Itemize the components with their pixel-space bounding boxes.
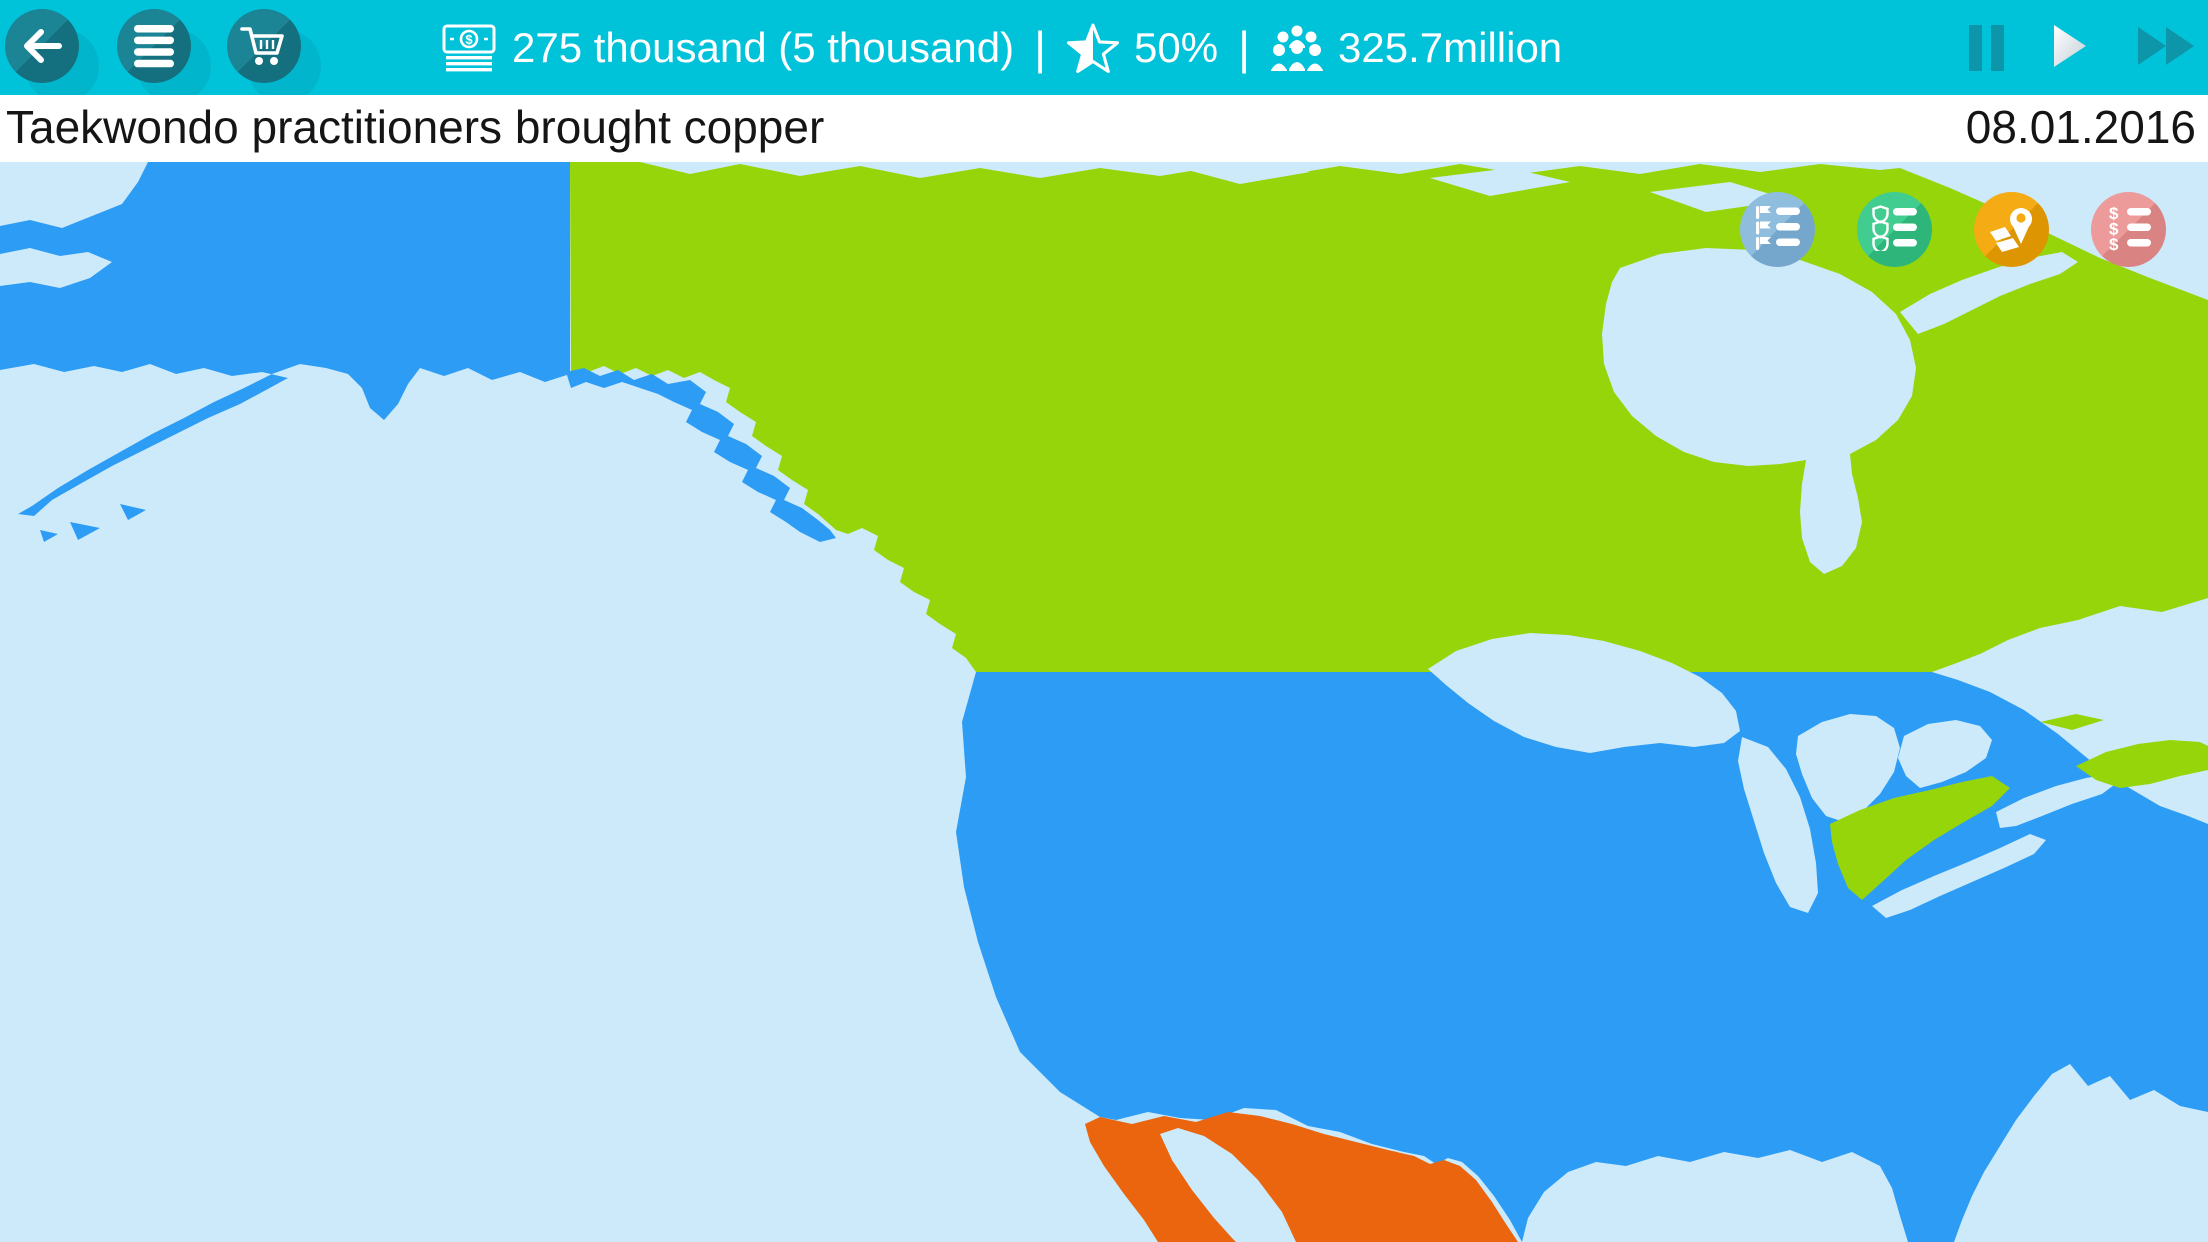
georgian-bay bbox=[1898, 720, 1992, 788]
play-button[interactable] bbox=[2052, 23, 2088, 72]
alaska-island bbox=[70, 522, 100, 540]
shield-list-icon bbox=[1871, 205, 1918, 254]
region-southern-ontario[interactable] bbox=[1830, 776, 2010, 900]
people-group-icon bbox=[1270, 24, 1324, 72]
country-mexico[interactable] bbox=[1085, 1112, 1518, 1242]
svg-text:$: $ bbox=[2109, 220, 2119, 239]
lake-michigan bbox=[1738, 737, 1818, 913]
alaska-island bbox=[120, 504, 146, 520]
banknote-stack-icon: $ bbox=[440, 24, 498, 72]
back-button[interactable] bbox=[5, 9, 79, 83]
cart-button[interactable] bbox=[227, 9, 301, 83]
top-bar: $ 275 thousand (5 thousand) | 50% | 325.… bbox=[0, 0, 2208, 95]
alaska-island bbox=[40, 530, 58, 542]
arrow-left-icon bbox=[18, 22, 66, 70]
population-value: 325.7million bbox=[1338, 23, 1563, 71]
alaska-panhandle bbox=[566, 368, 836, 542]
arctic-channel bbox=[1430, 168, 1570, 196]
hamburger-icon bbox=[132, 22, 176, 70]
map-regions-button[interactable] bbox=[1974, 192, 2049, 267]
fast-forward-icon bbox=[2136, 24, 2198, 71]
world-map[interactable]: $ $ $ bbox=[0, 162, 2208, 1242]
army-list-button[interactable] bbox=[1857, 192, 1932, 267]
stats-divider: | bbox=[1238, 21, 1251, 74]
map-pin-icon bbox=[1988, 204, 2036, 255]
money-value: 275 thousand (5 thousand) bbox=[512, 23, 1015, 71]
arctic-channel bbox=[1180, 164, 1310, 184]
region-maritimes[interactable] bbox=[2076, 740, 2208, 788]
svg-text:$: $ bbox=[465, 32, 473, 47]
menu-button[interactable] bbox=[117, 9, 191, 83]
playback-controls bbox=[1969, 0, 2198, 95]
stats-bar: $ 275 thousand (5 thousand) | 50% | 325.… bbox=[440, 0, 1562, 95]
pause-button[interactable] bbox=[1969, 24, 2004, 71]
news-ticker-bar: Taekwondo practitioners brought copper 0… bbox=[0, 95, 2208, 162]
lake-ontario bbox=[1996, 774, 2118, 828]
svg-text:$: $ bbox=[2109, 205, 2119, 223]
stats-divider: | bbox=[1034, 21, 1047, 74]
hudson-strait bbox=[1900, 252, 2078, 334]
rating-value: 50% bbox=[1134, 23, 1219, 71]
lake-huron bbox=[1796, 714, 1900, 822]
news-headline: Taekwondo practitioners brought copper bbox=[6, 101, 825, 153]
flag-list-icon bbox=[1755, 205, 1801, 254]
region-alaska[interactable] bbox=[0, 162, 570, 516]
tasks-list-button[interactable] bbox=[1740, 192, 1815, 267]
half-star-icon bbox=[1066, 22, 1120, 74]
region-anticosti bbox=[2040, 714, 2104, 730]
play-icon bbox=[2052, 23, 2088, 72]
svg-text:$: $ bbox=[2109, 235, 2119, 251]
finance-list-button[interactable]: $ $ $ bbox=[2091, 192, 2166, 267]
lake-superior bbox=[1428, 633, 1740, 753]
map-canvas[interactable] bbox=[0, 162, 2208, 1242]
dollar-list-icon: $ $ $ bbox=[2106, 204, 2152, 254]
lake-erie bbox=[1872, 834, 2046, 918]
game-date: 08.01.2016 bbox=[1965, 101, 2196, 153]
hudson-bay bbox=[1602, 248, 1916, 574]
fast-forward-button[interactable] bbox=[2136, 24, 2198, 71]
shopping-cart-icon bbox=[240, 22, 288, 70]
pause-icon bbox=[1969, 24, 1982, 71]
